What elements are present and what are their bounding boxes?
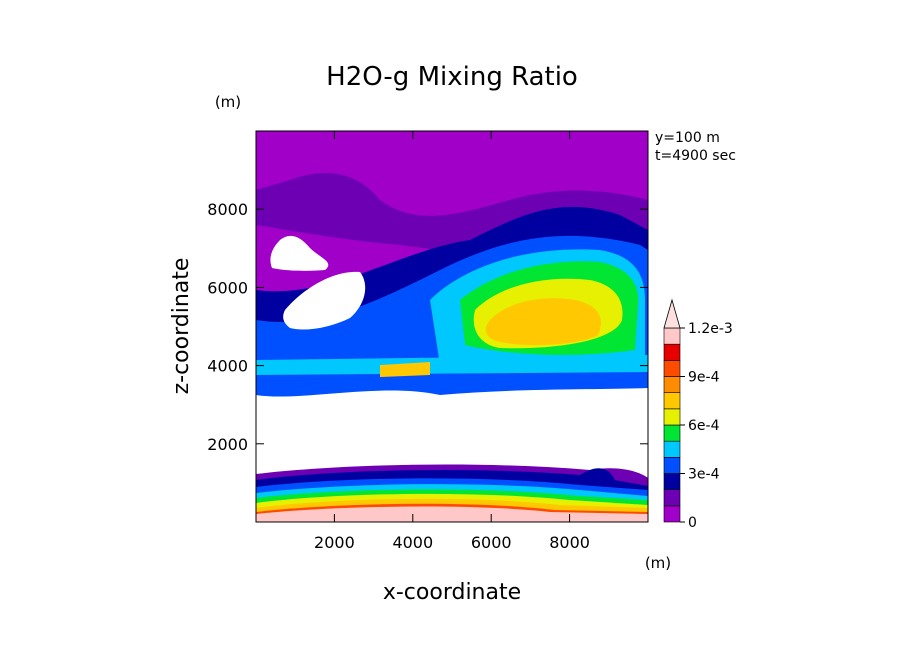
orange-core	[485, 298, 601, 346]
annotation-y: y=100 m	[655, 130, 720, 146]
colorbar-segment	[663, 392, 681, 410]
mixed-layer-stripes	[256, 355, 648, 375]
y-axis-label: z-coordinate	[169, 258, 194, 395]
colorbar-tick-label: 3e-4	[688, 467, 720, 483]
axes: 2000 4000 6000 8000 2000 4000 6000 8000	[207, 131, 648, 552]
colorbar-segment	[663, 489, 681, 507]
white-cloud-2	[283, 271, 366, 330]
colorbar-segment	[663, 360, 681, 377]
x-tick-label: 8000	[549, 533, 590, 552]
colorbar-extend-arrow	[663, 298, 681, 329]
chart-title: H2O-g Mixing Ratio	[326, 62, 578, 92]
x-tick-label: 2000	[314, 533, 355, 552]
colorbar-segment	[663, 473, 681, 490]
colorbar-segment	[663, 424, 681, 442]
colorbar-segment	[663, 376, 681, 393]
colorbar-tick-label: 9e-4	[688, 370, 720, 386]
colorbar-segment	[663, 327, 681, 345]
y-tick-label: 6000	[207, 278, 248, 297]
colorbar-segment	[663, 440, 681, 458]
x-tick-label: 4000	[392, 533, 433, 552]
colorbar-segment	[663, 505, 681, 523]
colorbar-segment	[663, 408, 681, 426]
dry-gap-band	[256, 388, 648, 478]
colorbar-tick-label: 1.2e-3	[688, 321, 733, 337]
colorbar-tick-label: 6e-4	[688, 418, 720, 434]
x-tick-label: 6000	[471, 533, 512, 552]
x-unit-label: (m)	[645, 554, 671, 572]
mixed-layer-stripes-2	[380, 362, 430, 377]
bl-pink	[256, 506, 648, 522]
y-tick-label: 8000	[207, 200, 248, 219]
colorbar: 0 3e-4 6e-4 9e-4 1.2e-3	[663, 298, 733, 531]
y-tick-label: 4000	[207, 357, 248, 376]
y-unit-label: (m)	[215, 93, 241, 111]
colorbar-tick-label: 0	[688, 515, 697, 531]
contour-field	[256, 131, 648, 522]
plot-frame	[255, 130, 649, 523]
y-tick-label: 2000	[207, 435, 248, 454]
x-axis-label: x-coordinate	[383, 580, 521, 605]
annotation-t: t=4900 sec	[655, 148, 736, 164]
white-cloud-1	[270, 235, 329, 271]
colorbar-segment	[663, 343, 681, 361]
colorbar-segment	[663, 457, 681, 474]
